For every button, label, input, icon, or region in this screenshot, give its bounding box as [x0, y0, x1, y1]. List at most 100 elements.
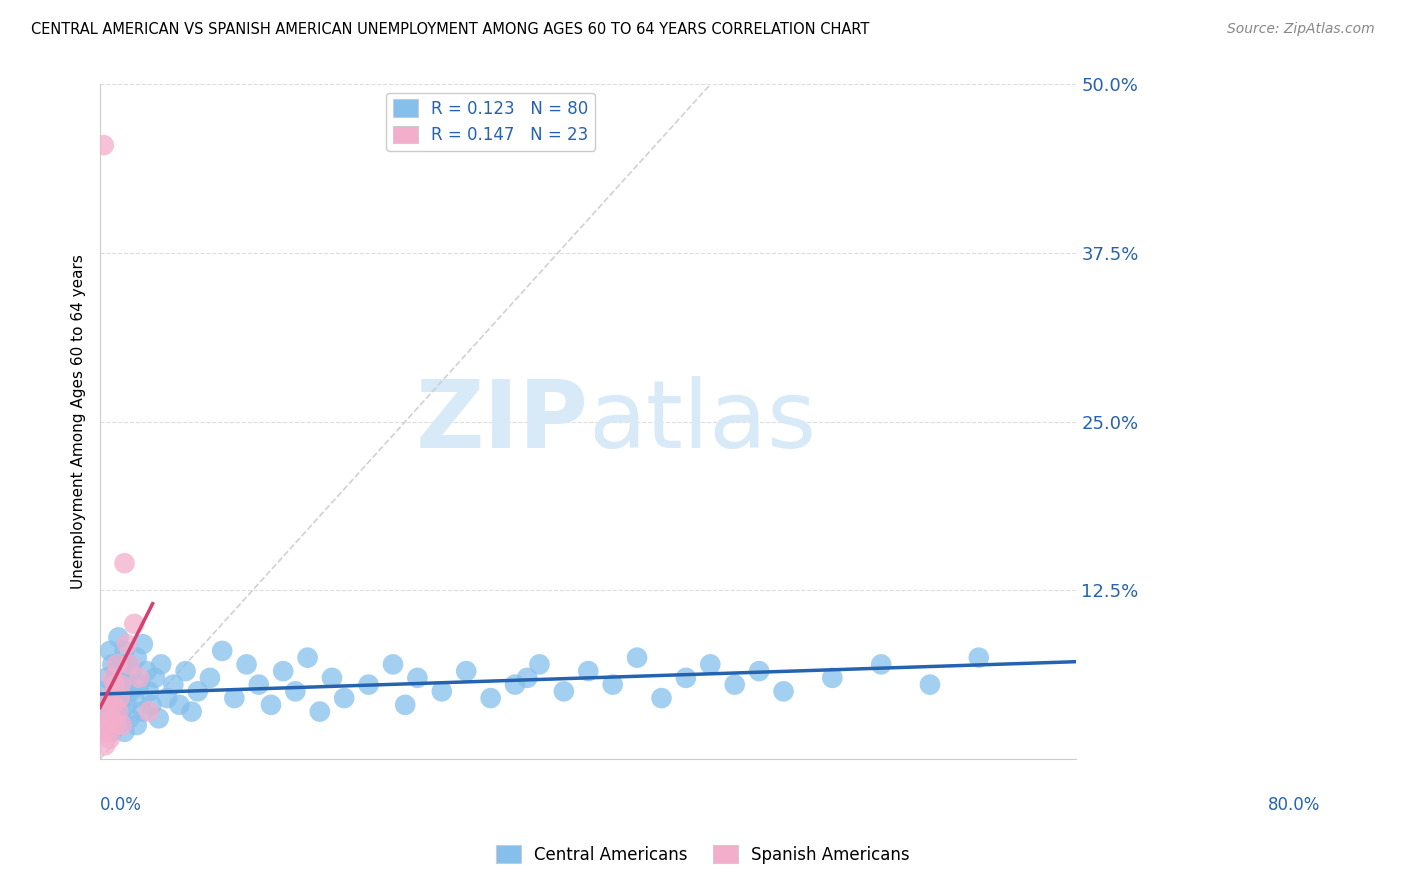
Point — [503, 677, 526, 691]
Point — [138, 705, 160, 719]
Text: atlas: atlas — [588, 376, 817, 467]
Point — [918, 677, 941, 691]
Point — [121, 664, 143, 678]
Point — [297, 650, 319, 665]
Point — [132, 705, 155, 719]
Point — [135, 664, 157, 678]
Point — [284, 684, 307, 698]
Point — [104, 718, 127, 732]
Point — [271, 664, 294, 678]
Point — [111, 711, 134, 725]
Point — [211, 644, 233, 658]
Point — [870, 657, 893, 672]
Legend: R = 0.123   N = 80, R = 0.147   N = 23: R = 0.123 N = 80, R = 0.147 N = 23 — [387, 93, 595, 151]
Point — [96, 711, 118, 725]
Point — [96, 718, 118, 732]
Point — [103, 698, 125, 712]
Point — [321, 671, 343, 685]
Point — [772, 684, 794, 698]
Point — [124, 616, 146, 631]
Point — [105, 657, 128, 672]
Point — [98, 731, 121, 746]
Point — [110, 657, 132, 672]
Point — [357, 677, 380, 691]
Point — [107, 671, 129, 685]
Point — [96, 724, 118, 739]
Point — [110, 677, 132, 691]
Point — [382, 657, 405, 672]
Text: Source: ZipAtlas.com: Source: ZipAtlas.com — [1227, 22, 1375, 37]
Point — [132, 637, 155, 651]
Point — [138, 684, 160, 698]
Text: 0.0%: 0.0% — [100, 796, 142, 814]
Point — [430, 684, 453, 698]
Point — [699, 657, 721, 672]
Point — [169, 698, 191, 712]
Point — [626, 650, 648, 665]
Point — [101, 671, 124, 685]
Point — [125, 718, 148, 732]
Point — [101, 657, 124, 672]
Point — [108, 698, 131, 712]
Point — [97, 691, 120, 706]
Point — [107, 705, 129, 719]
Y-axis label: Unemployment Among Ages 60 to 64 years: Unemployment Among Ages 60 to 64 years — [72, 254, 86, 589]
Point — [553, 684, 575, 698]
Point — [456, 664, 478, 678]
Point — [120, 684, 142, 698]
Point — [111, 718, 134, 732]
Point — [162, 677, 184, 691]
Point — [235, 657, 257, 672]
Point — [93, 684, 115, 698]
Point — [94, 739, 117, 753]
Point — [148, 711, 170, 725]
Point — [187, 684, 209, 698]
Point — [98, 644, 121, 658]
Point — [108, 691, 131, 706]
Point — [103, 677, 125, 691]
Point — [333, 691, 356, 706]
Point — [96, 671, 118, 685]
Point — [114, 644, 136, 658]
Point — [118, 711, 141, 725]
Point — [117, 657, 139, 672]
Point — [143, 671, 166, 685]
Point — [100, 711, 122, 725]
Point — [198, 671, 221, 685]
Point — [150, 657, 173, 672]
Legend: Central Americans, Spanish Americans: Central Americans, Spanish Americans — [489, 838, 917, 871]
Point — [174, 664, 197, 678]
Point — [104, 677, 127, 691]
Point — [180, 705, 202, 719]
Point — [101, 691, 124, 706]
Point — [260, 698, 283, 712]
Point — [308, 705, 330, 719]
Point — [576, 664, 599, 678]
Point — [516, 671, 538, 685]
Point — [156, 691, 179, 706]
Text: ZIP: ZIP — [415, 376, 588, 467]
Text: 80.0%: 80.0% — [1268, 796, 1320, 814]
Point — [602, 677, 624, 691]
Point — [114, 671, 136, 685]
Point — [97, 698, 120, 712]
Point — [406, 671, 429, 685]
Point — [115, 637, 138, 651]
Point — [112, 684, 135, 698]
Point — [675, 671, 697, 685]
Point — [967, 650, 990, 665]
Point — [107, 631, 129, 645]
Point — [224, 691, 246, 706]
Point — [724, 677, 747, 691]
Text: CENTRAL AMERICAN VS SPANISH AMERICAN UNEMPLOYMENT AMONG AGES 60 TO 64 YEARS CORR: CENTRAL AMERICAN VS SPANISH AMERICAN UNE… — [31, 22, 869, 37]
Point — [105, 718, 128, 732]
Point — [100, 724, 122, 739]
Point — [247, 677, 270, 691]
Point — [104, 705, 127, 719]
Point — [124, 691, 146, 706]
Point — [650, 691, 672, 706]
Point — [125, 650, 148, 665]
Point — [821, 671, 844, 685]
Point — [128, 677, 150, 691]
Point — [529, 657, 551, 672]
